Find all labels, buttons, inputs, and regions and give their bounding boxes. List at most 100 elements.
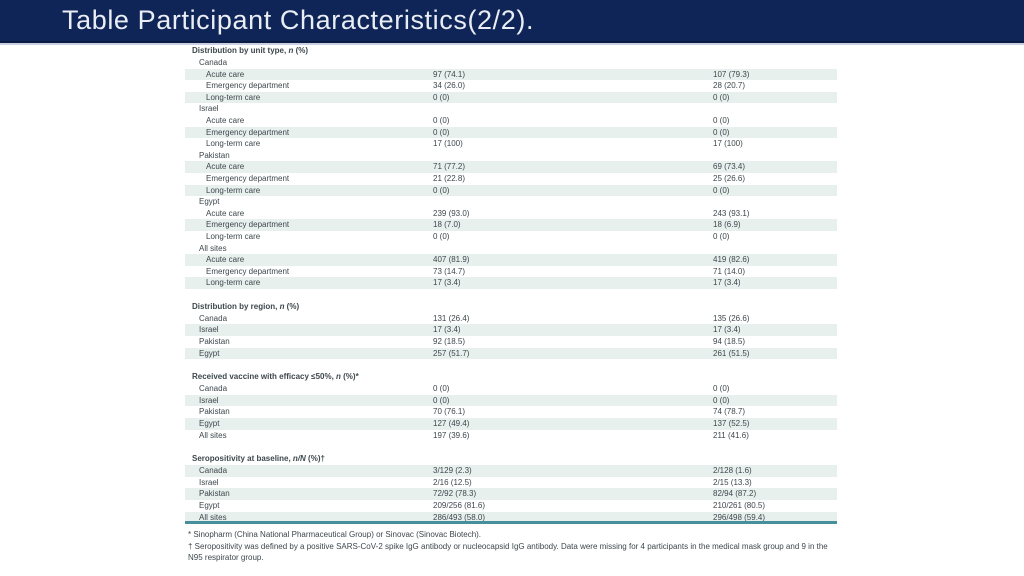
- value-cell-col2: 0 (0): [713, 185, 730, 195]
- table-row: Long-term care 17 (100) 17 (100): [185, 138, 837, 150]
- slide-title: Table Participant Characteristics(2/2).: [62, 5, 535, 35]
- row-label: All sites: [199, 430, 227, 440]
- table-row: Emergency department 21 (22.8) 25 (26.6): [185, 173, 837, 185]
- footnote-line: † Seropositivity was defined by a positi…: [188, 541, 828, 563]
- row-label: Long-term care: [206, 139, 261, 149]
- value-cell-col1: 92 (18.5): [433, 337, 466, 347]
- table-row: All sites: [185, 243, 837, 255]
- value-cell-col2: 419 (82.6): [713, 255, 750, 265]
- title-bar-underline: [0, 43, 1024, 45]
- section-header-text: Distribution by region,: [192, 302, 280, 312]
- row-label: Israel: [199, 395, 219, 405]
- value-cell-col1: 239 (93.0): [433, 208, 470, 218]
- row-label: Acute care: [206, 208, 245, 218]
- table-section: Received vaccine with efficacy ≤50%, n (…: [185, 371, 837, 441]
- value-cell-col2: 28 (20.7): [713, 81, 746, 91]
- row-label: Israel: [199, 325, 219, 335]
- value-cell-col1: 0 (0): [433, 127, 450, 137]
- value-cell-col2: 2/15 (13.3): [713, 477, 752, 487]
- table-row: All sites 197 (39.6) 211 (41.6): [185, 430, 837, 442]
- value-cell-col1: 72/92 (78.3): [433, 489, 477, 499]
- section-header-label: Distribution by unit type, n (%): [185, 45, 308, 57]
- table-row: Emergency department 73 (14.7) 71 (14.0): [185, 266, 837, 278]
- section-header-label: Received vaccine with efficacy ≤50%, n (…: [185, 371, 359, 383]
- value-cell-col1: 407 (81.9): [433, 255, 470, 265]
- table-row: Acute care 0 (0) 0 (0): [185, 115, 837, 127]
- section-header-text: Seropositivity at baseline,: [192, 454, 293, 464]
- row-label: All sites: [199, 243, 227, 253]
- table-row: Canada 131 (26.4) 135 (26.6): [185, 313, 837, 325]
- row-label: Acute care: [206, 115, 245, 125]
- section-header-suffix: (%): [284, 302, 300, 312]
- row-label: Long-term care: [206, 185, 261, 195]
- table-row: Long-term care 0 (0) 0 (0): [185, 184, 837, 197]
- value-cell-col2: 135 (26.6): [713, 313, 750, 323]
- value-cell-col2: 25 (26.6): [713, 173, 746, 183]
- value-cell-col1: 73 (14.7): [433, 266, 466, 276]
- row-label: Egypt: [199, 348, 220, 358]
- section-header-text: Distribution by unit type,: [192, 46, 289, 56]
- table-row: Pakistan 72/92 (78.3) 82/94 (87.2): [185, 488, 837, 500]
- value-cell-col1: 0 (0): [433, 185, 450, 195]
- row-label: Canada: [199, 313, 228, 323]
- value-cell-col2: 17 (3.4): [713, 325, 741, 335]
- value-cell-col1: 2/16 (12.5): [433, 477, 472, 487]
- row-label: Egypt: [199, 419, 220, 429]
- value-cell-col2: 17 (3.4): [713, 278, 741, 288]
- slide-title-bar: Table Participant Characteristics(2/2).: [0, 0, 1024, 41]
- row-label: Pakistan: [199, 150, 230, 160]
- value-cell-col1: 18 (7.0): [433, 220, 461, 230]
- section-header-row: Distribution by region, n (%): [185, 301, 837, 313]
- value-cell-col2: 94 (18.5): [713, 337, 746, 347]
- table-row: Egypt: [185, 196, 837, 208]
- participant-characteristics-table: Distribution by unit type, n (%) Canada Ac…: [185, 45, 837, 524]
- table-row: Long-term care 17 (3.4) 17 (3.4): [185, 277, 837, 289]
- row-label: Emergency department: [206, 127, 290, 137]
- value-cell-col2: 0 (0): [713, 115, 730, 125]
- value-cell-col2: 107 (79.3): [713, 69, 750, 79]
- value-cell-col1: 71 (77.2): [433, 162, 466, 172]
- value-cell-col2: 0 (0): [713, 92, 730, 102]
- value-cell-col2: 296/498 (59.4): [713, 512, 766, 522]
- table-footnotes: * Sinopharm (China National Pharmaceutic…: [188, 529, 844, 564]
- value-cell-col1: 0 (0): [433, 115, 450, 125]
- table-row: Israel 2/16 (12.5) 2/15 (13.3): [185, 477, 837, 489]
- row-label: Canada: [199, 58, 228, 67]
- row-label: Canada: [199, 466, 228, 476]
- value-cell-col2: 74 (78.7): [713, 407, 746, 417]
- value-cell-col2: 211 (41.6): [713, 430, 749, 440]
- footnote-line: * Sinopharm (China National Pharmaceutic…: [188, 530, 482, 539]
- value-cell-col2: 18 (6.9): [713, 220, 741, 230]
- value-cell-col2: 0 (0): [713, 231, 730, 241]
- row-label: Long-term care: [206, 278, 261, 288]
- section-header-text: Received vaccine with efficacy ≤50%,: [192, 372, 337, 382]
- value-cell-col1: 17 (100): [433, 139, 463, 149]
- value-cell-col2: 69 (73.4): [713, 162, 746, 172]
- value-cell-col2: 0 (0): [713, 384, 730, 394]
- table-row: Canada: [185, 57, 837, 69]
- table-row: Emergency department 0 (0) 0 (0): [185, 126, 837, 139]
- table-row: Canada 0 (0) 0 (0): [185, 383, 837, 395]
- row-label: Israel: [199, 477, 219, 487]
- section-header-label: Seropositivity at baseline, n/N (%)†: [185, 453, 325, 465]
- row-label: All sites: [199, 512, 227, 522]
- section-header-italic: n/N: [292, 454, 306, 464]
- section-header-suffix: (%)†: [305, 454, 325, 464]
- section-header-label: Distribution by region, n (%): [185, 301, 299, 313]
- table-row: Emergency department 18 (7.0) 18 (6.9): [185, 219, 837, 231]
- value-cell-col2: 0 (0): [713, 127, 730, 137]
- table-section: Distribution by region, n (%) Canada 131 (…: [185, 301, 837, 360]
- value-cell-col2: 71 (14.0): [713, 266, 746, 276]
- table-section: Seropositivity at baseline, n/N (%)† Cana…: [185, 453, 837, 524]
- table-row: Acute care 407 (81.9) 419 (82.6): [185, 254, 837, 266]
- value-cell-col1: 286/493 (58.0): [433, 512, 486, 522]
- row-label: Acute care: [206, 255, 245, 265]
- value-cell-col1: 0 (0): [433, 384, 450, 394]
- table-row: Israel 17 (3.4) 17 (3.4): [185, 324, 837, 337]
- value-cell-col1: 34 (26.0): [433, 81, 466, 91]
- value-cell-col2: 2/128 (1.6): [713, 466, 752, 476]
- value-cell-col2: 17 (100): [713, 139, 743, 149]
- value-cell-col2: 243 (93.1): [713, 208, 750, 218]
- row-label: Acute care: [206, 69, 245, 79]
